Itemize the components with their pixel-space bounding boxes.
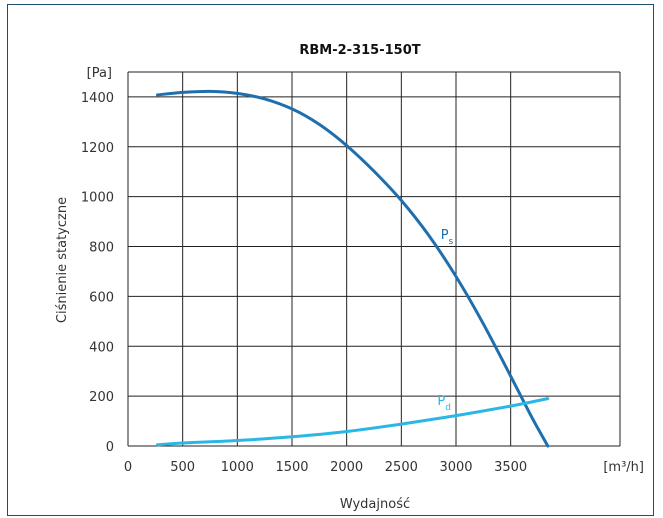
x-tick-label: 1500 — [275, 460, 308, 475]
y-tick-label: 1200 — [81, 141, 114, 156]
y-tick-label: 1400 — [81, 91, 114, 106]
series-line-ps — [156, 89, 550, 448]
y-tick-label: 0 — [106, 440, 114, 455]
chart-title: RBM-2-315-150T — [299, 43, 420, 58]
tick-labels: 0 500 1000 1500 2000 2500 3000 3500 0 200 400 600 80… — [81, 91, 527, 475]
y-tick-label: 600 — [89, 290, 114, 305]
x-tick-label: 2500 — [385, 460, 418, 475]
x-tick-label: 3500 — [494, 460, 527, 475]
x-tick-label: 500 — [170, 460, 195, 475]
y-tick-label: 400 — [89, 340, 114, 355]
x-tick-label: 2000 — [330, 460, 363, 475]
x-axis-title: Wydajność — [340, 497, 410, 512]
grid — [127, 71, 621, 447]
curve-labels: Ps Pd — [437, 228, 453, 413]
chart-frame — [7, 4, 654, 516]
y-tick-label: 1000 — [81, 191, 114, 206]
series-label-ps: Ps — [441, 228, 454, 247]
curves — [156, 89, 550, 448]
x-tick-label: 0 — [124, 460, 132, 475]
y-tick-label: 800 — [89, 241, 114, 256]
y-tick-label: 200 — [89, 390, 114, 405]
series-line-pd — [156, 397, 550, 447]
y-unit-label: [Pa] — [87, 66, 112, 81]
x-tick-label: 1000 — [221, 460, 254, 475]
series-label-pd: Pd — [437, 394, 451, 413]
y-axis-title: Ciśnienie statyczne — [55, 197, 70, 323]
x-tick-label: 3000 — [439, 460, 472, 475]
x-unit-label: [m³/h] — [603, 460, 644, 475]
